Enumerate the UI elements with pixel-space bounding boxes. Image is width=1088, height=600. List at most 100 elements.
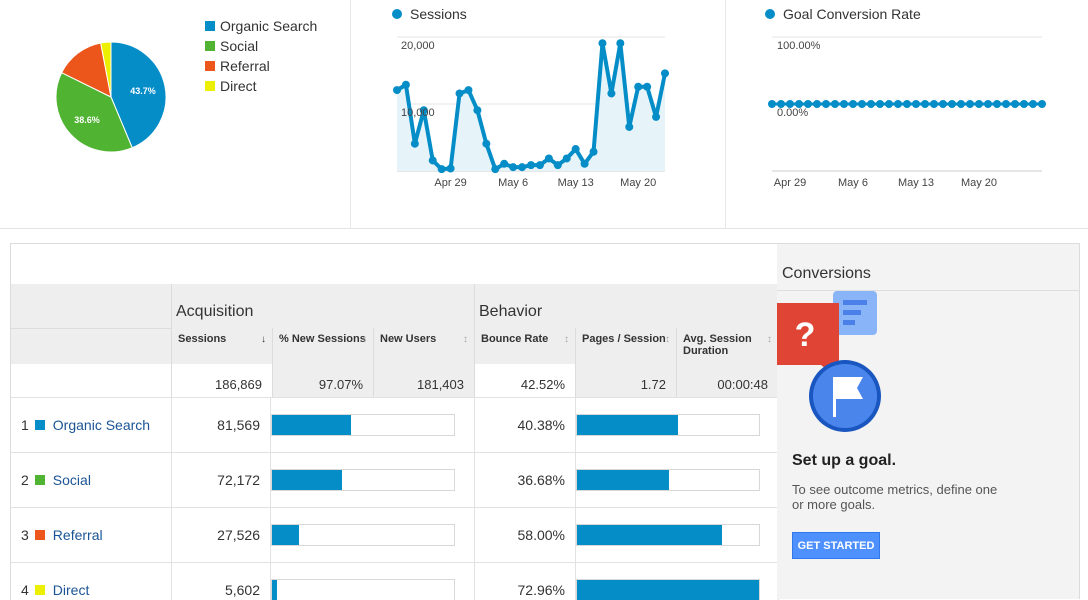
sessions-point[interactable] [580,159,589,168]
goal-conversion-point[interactable] [876,100,884,108]
pie-legend-referral[interactable]: Referral [205,58,270,74]
sort-desc-icon[interactable]: ↓ [261,334,266,345]
sessions-point[interactable] [589,147,598,156]
sessions-point[interactable] [616,39,625,48]
sessions-point[interactable] [509,163,518,172]
sessions-chart[interactable]: 20,000 10,000 Apr 29 May 6 May 13 May 20 [385,28,685,198]
goal-conversion-point[interactable] [1011,100,1019,108]
goal-conversion-point[interactable] [939,100,947,108]
goal-conversion-point[interactable] [885,100,893,108]
col-header-pages-session[interactable]: Pages / Session ↕ [575,328,676,364]
goal-conversion-legend[interactable]: Goal Conversion Rate [765,6,921,22]
row-channel-link-organic-search[interactable]: Organic Search [52,417,151,433]
sessions-point[interactable] [446,164,455,173]
goal-conversion-point[interactable] [984,100,992,108]
sessions-point[interactable] [491,165,500,174]
col-header-new-sessions[interactable]: % New Sessions ↕ [272,328,373,364]
goal-conversion-chart[interactable]: 100.00% 0.00% Apr 29 May 6 May 13 May 20 [760,28,1060,198]
goal-conversion-point[interactable] [903,100,911,108]
channel-pie-chart[interactable]: 43.7% 38.6% [50,36,172,158]
sessions-point[interactable] [634,82,643,91]
goal-conversion-point[interactable] [831,100,839,108]
pie-legend-social[interactable]: Social [205,38,258,54]
goal-conversion-point[interactable] [1020,100,1028,108]
sessions-bar-track [271,414,455,436]
goal-conversion-point[interactable] [858,100,866,108]
sessions-point[interactable] [625,122,634,131]
col-header-bounce-rate[interactable]: Bounce Rate ↕ [474,328,575,364]
sessions-point[interactable] [535,161,544,170]
pie-slice-referral[interactable] [61,42,112,98]
pie-legend-direct[interactable]: Direct [205,78,257,94]
goal-conversion-point[interactable] [1029,100,1037,108]
x-tick-label: May 6 [498,177,528,189]
x-tick-label: May 20 [620,177,656,189]
goal-conversion-point[interactable] [993,100,1001,108]
goal-conversion-point[interactable] [768,100,776,108]
goal-conversion-point[interactable] [867,100,875,108]
sessions-point[interactable] [428,156,437,165]
sessions-point[interactable] [410,139,419,148]
sessions-point[interactable] [518,163,527,172]
pie-slice-organic-search[interactable] [110,41,167,149]
sessions-point[interactable] [607,89,616,98]
sessions-point[interactable] [419,106,428,115]
goal-conversion-point[interactable] [795,100,803,108]
goal-conversion-point[interactable] [777,100,785,108]
sessions-point[interactable] [661,69,669,78]
col-header-avg-duration[interactable]: Avg. Session Duration ↕ [676,328,778,364]
get-started-button[interactable]: GET STARTED [792,532,880,559]
goal-conversion-point[interactable] [912,100,920,108]
goal-conversion-point[interactable] [1002,100,1010,108]
sessions-point[interactable] [401,80,410,89]
goal-conversion-point[interactable] [786,100,794,108]
goal-conversion-point[interactable] [957,100,965,108]
pie-slice-social[interactable] [55,71,133,153]
col-header-new-users[interactable]: New Users ↕ [373,328,474,364]
pie-slice-direct[interactable] [100,41,112,98]
goal-conversion-point[interactable] [804,100,812,108]
sessions-point[interactable] [437,165,446,174]
goal-conversion-point[interactable] [813,100,821,108]
sessions-point[interactable] [455,89,464,98]
sessions-point[interactable] [562,154,571,163]
goal-conversion-point[interactable] [1038,100,1046,108]
sessions-point[interactable] [652,112,661,121]
sessions-point[interactable] [643,82,652,91]
goal-conversion-point[interactable] [975,100,983,108]
row-channel-link-social[interactable]: Social [52,472,91,488]
sessions-point[interactable] [544,154,553,163]
sessions-point[interactable] [393,86,401,95]
sessions-legend[interactable]: Sessions [392,6,467,22]
row-channel-link-direct[interactable]: Direct [52,582,90,598]
sort-icon[interactable]: ↕ [564,334,569,345]
sessions-point[interactable] [482,139,491,148]
row-sessions: 72,172 [171,453,270,508]
row-channel-link-referral[interactable]: Referral [52,527,103,543]
goal-conversion-point[interactable] [849,100,857,108]
sessions-point[interactable] [500,159,509,168]
row-sessions: 5,602 [171,563,270,600]
pie-label-social: 38.6% [74,115,100,125]
bounce-bar-track [576,469,760,491]
sessions-point[interactable] [527,161,535,170]
sort-icon[interactable]: ↕ [767,334,772,345]
sessions-point[interactable] [571,145,580,154]
sessions-point[interactable] [473,106,482,115]
goal-conversion-point[interactable] [921,100,929,108]
goal-conversion-point[interactable] [930,100,938,108]
sort-icon[interactable]: ↕ [362,334,367,345]
pie-legend-organic-search[interactable]: Organic Search [205,18,317,34]
sessions-point[interactable] [553,161,562,170]
goal-conversion-point[interactable] [822,100,830,108]
goal-conversion-point[interactable] [948,100,956,108]
goal-conversion-point[interactable] [840,100,848,108]
series-dot-icon [392,9,402,20]
sort-icon[interactable]: ↕ [665,334,670,345]
sessions-point[interactable] [598,39,607,48]
goal-conversion-point[interactable] [966,100,974,108]
sort-icon[interactable]: ↕ [463,334,468,345]
goal-conversion-point[interactable] [894,100,902,108]
sessions-point[interactable] [464,86,473,95]
col-header-sessions[interactable]: Sessions ↓ [171,328,272,364]
